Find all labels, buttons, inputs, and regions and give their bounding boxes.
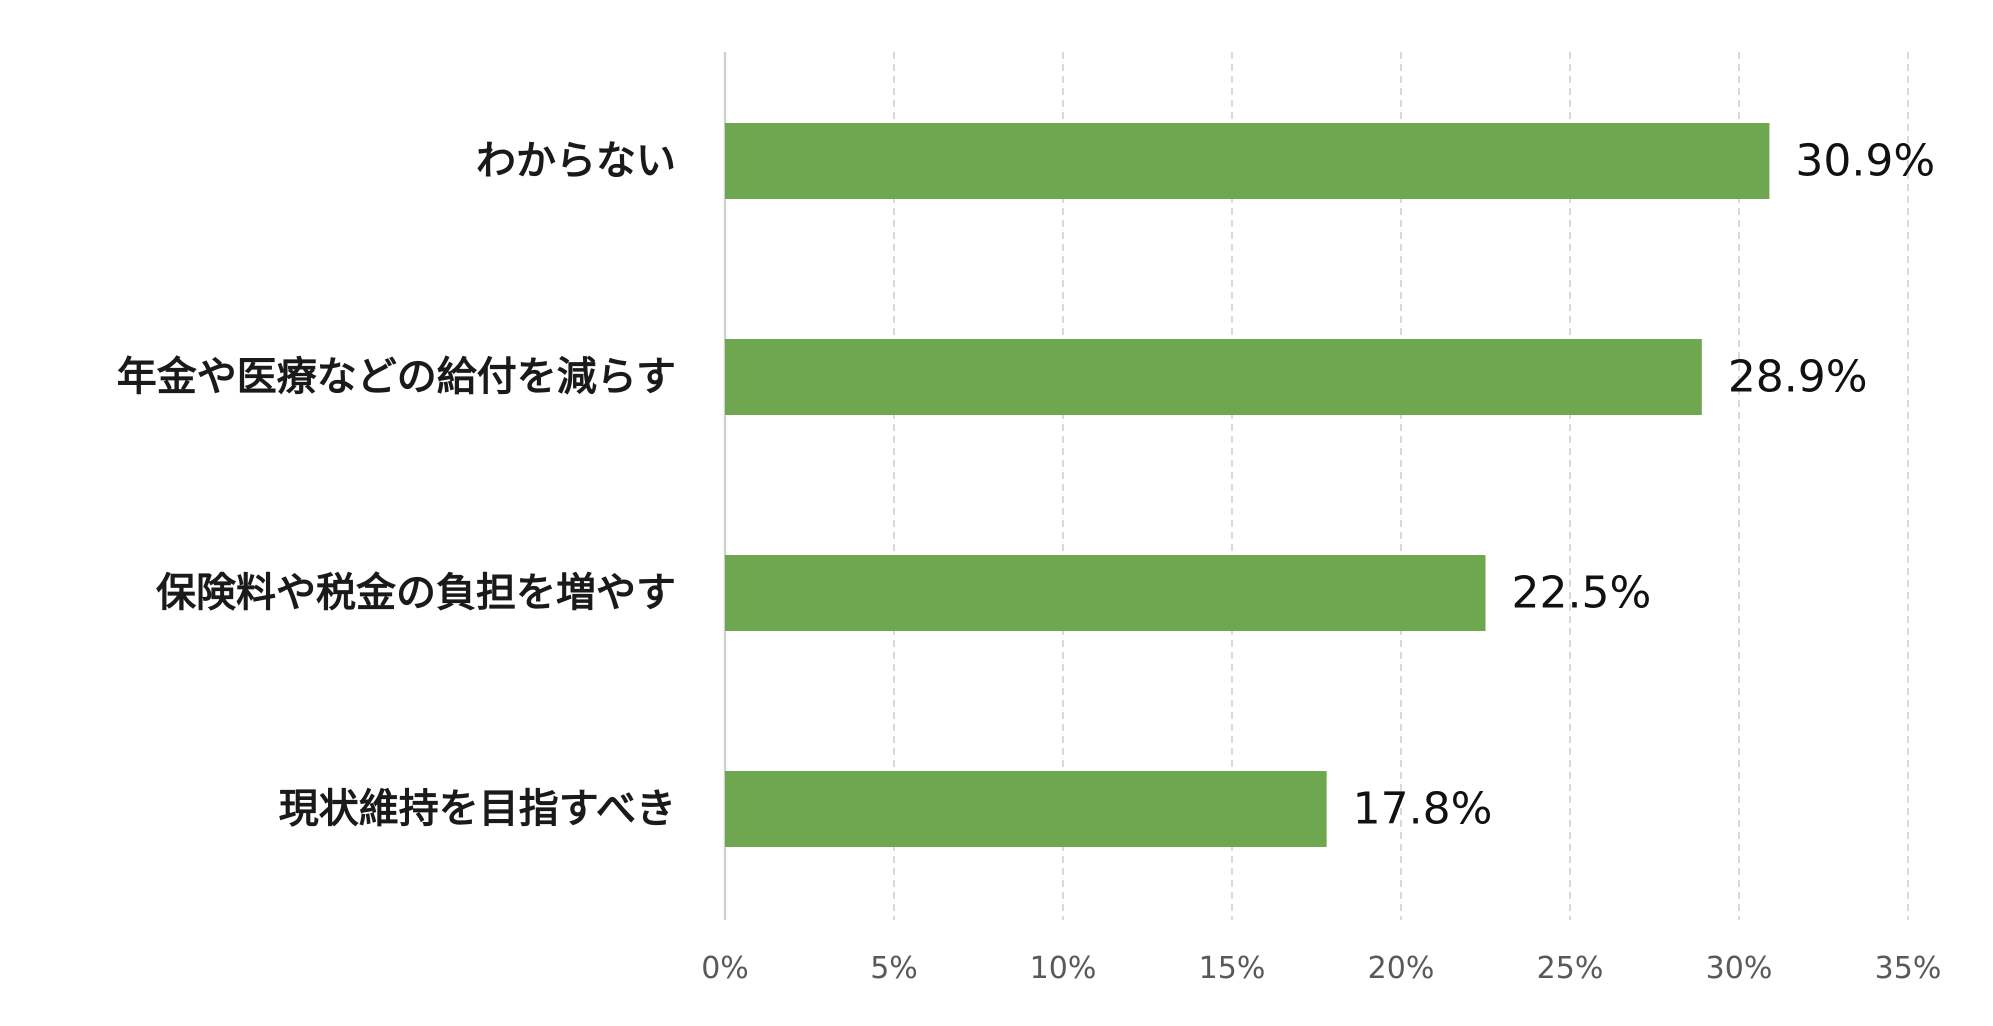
category-label: わからない — [476, 138, 676, 184]
data-label: 17.8% — [1353, 784, 1493, 835]
category-labels: わからない年金や医療などの給付を減らす保険料や税金の負担を増やす現状維持を目指す… — [117, 138, 676, 832]
data-label: 22.5% — [1512, 568, 1652, 619]
x-tick-label: 0% — [701, 951, 749, 986]
x-tick-label: 35% — [1875, 951, 1942, 986]
data-label: 28.9% — [1728, 352, 1868, 403]
x-tick-label: 10% — [1030, 951, 1097, 986]
bar — [725, 555, 1486, 631]
data-labels: 30.9% 28.9% 22.5% 17.8% — [1353, 136, 1936, 835]
x-tick-label: 25% — [1537, 951, 1604, 986]
category-label: 現状維持を目指すべき — [279, 786, 676, 832]
category-label: 保険料や税金の負担を増やす — [156, 570, 676, 616]
bar — [725, 771, 1327, 847]
data-label: 30.9% — [1795, 136, 1935, 187]
x-axis-tick-labels: 0% 5% 10% 15% 20% 25% 30% 35% — [701, 951, 1941, 986]
bar — [725, 339, 1702, 415]
category-label: 年金や医療などの給付を減らす — [117, 354, 676, 400]
x-tick-label: 30% — [1706, 951, 1773, 986]
bar — [725, 123, 1770, 199]
x-tick-label: 15% — [1199, 951, 1266, 986]
bars — [725, 123, 1770, 847]
x-tick-label: 20% — [1368, 951, 1435, 986]
x-tick-label: 5% — [870, 951, 918, 986]
